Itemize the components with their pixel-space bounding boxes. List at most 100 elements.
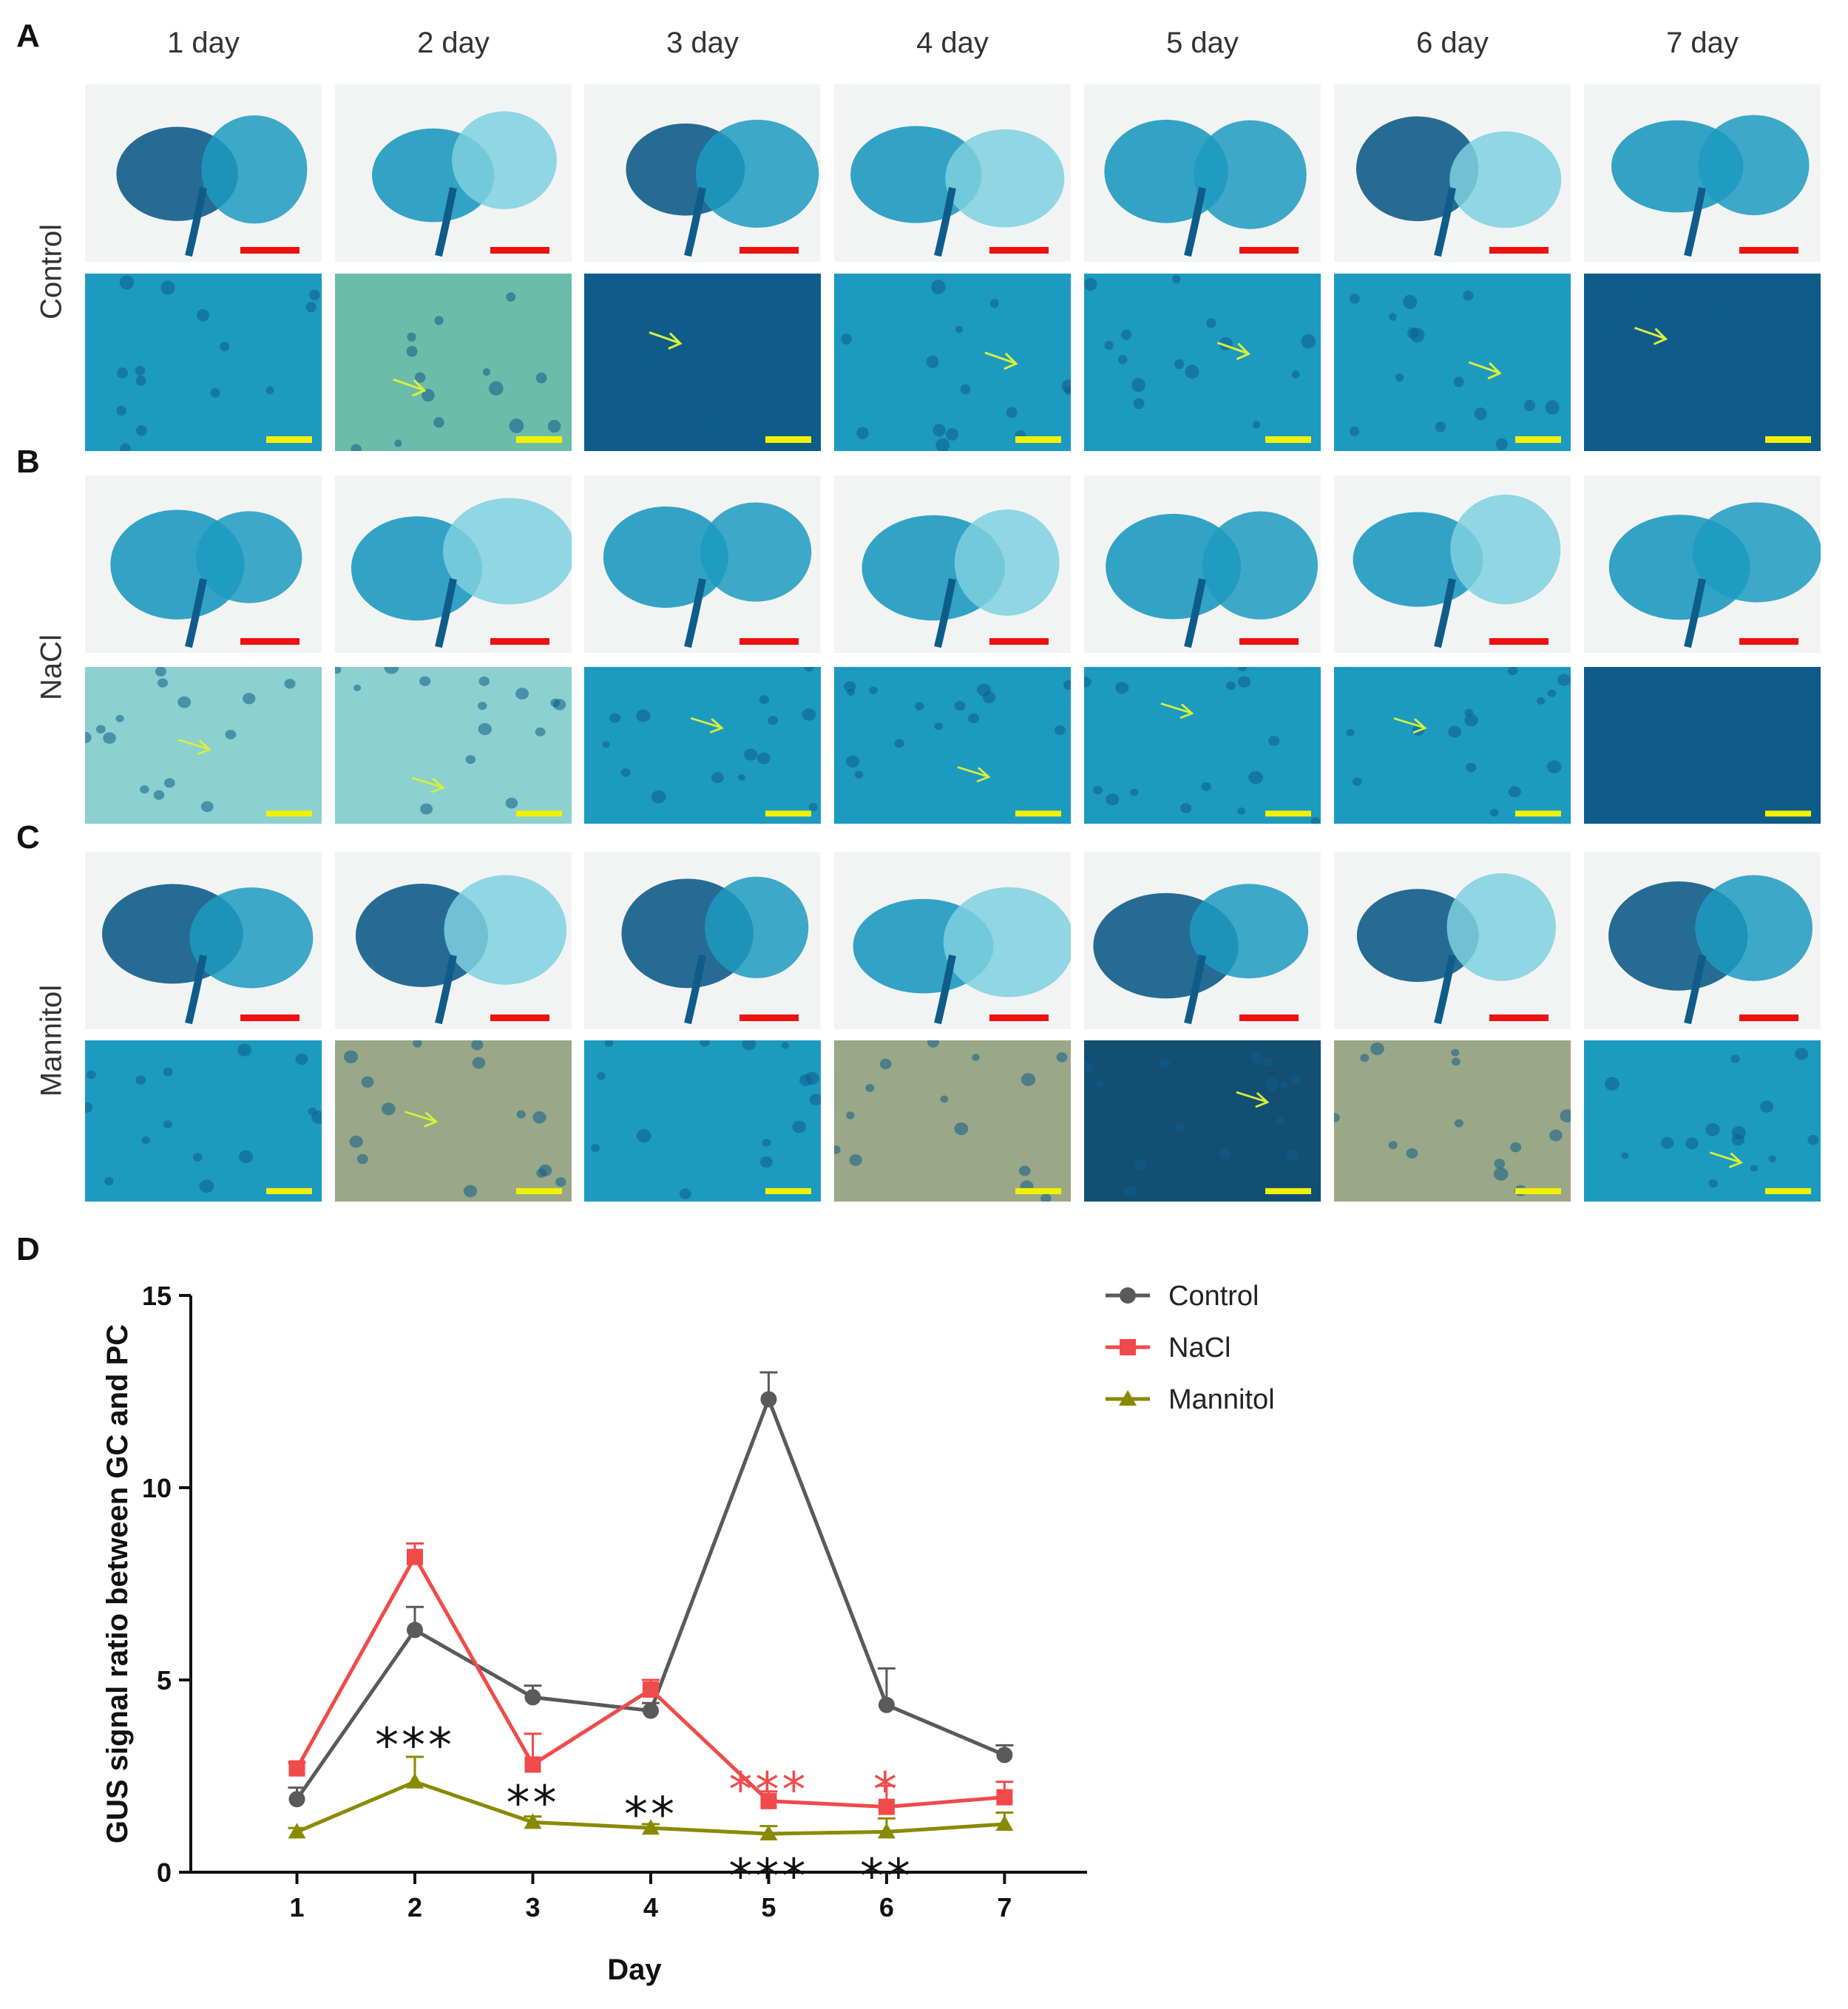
- point-control-6: [878, 1696, 895, 1713]
- significance-annotation-3: **: [624, 1788, 677, 1843]
- day-label-6: 6 day: [1416, 27, 1489, 59]
- day-label-7: 7 day: [1666, 27, 1739, 59]
- closeup-image-nacl-day7: [1584, 667, 1821, 824]
- point-control-7: [996, 1747, 1013, 1764]
- day-label-5: 5 day: [1166, 27, 1239, 59]
- x-tick-label-5: 5: [761, 1892, 776, 1922]
- point-mannitol-1: [288, 1823, 306, 1839]
- closeup-image-control-day6: [1334, 274, 1571, 451]
- seedling-image-mannitol-day3: [584, 852, 821, 1029]
- point-mannitol-2: [406, 1772, 424, 1789]
- panel-letter-c: C: [16, 819, 40, 856]
- x-axis-label: Day: [607, 1954, 662, 1986]
- legend-label-nacl: NaCl: [1168, 1332, 1231, 1363]
- seedling-image-mannitol-day4: [834, 852, 1071, 1029]
- closeup-image-control-day1: [85, 274, 322, 451]
- closeup-image-control-day2: [335, 274, 572, 451]
- closeup-image-mannitol-day5: [1084, 1040, 1321, 1202]
- point-mannitol-5: [759, 1825, 778, 1840]
- point-mannitol-6: [877, 1823, 896, 1839]
- x-tick-label-7: 7: [997, 1892, 1012, 1922]
- seedling-image-nacl-day5: [1084, 475, 1321, 653]
- significance-annotation-2: **: [506, 1777, 559, 1832]
- significance-annotation-4: ***: [728, 1763, 808, 1817]
- legend-label-mannitol: Mannitol: [1168, 1384, 1275, 1415]
- point-control-2: [407, 1622, 423, 1639]
- legend-label-control: Control: [1168, 1281, 1259, 1312]
- day-label-4: 4 day: [916, 27, 989, 59]
- point-nacl-3: [524, 1756, 541, 1773]
- seedling-image-nacl-day1: [85, 475, 322, 653]
- seedling-image-nacl-day3: [584, 475, 821, 653]
- significance-annotation-1: ***: [375, 1719, 455, 1774]
- seedling-image-control-day1: [85, 84, 322, 262]
- closeup-image-mannitol-day1: [85, 1040, 322, 1202]
- seedling-image-mannitol-day6: [1334, 852, 1571, 1029]
- point-control-3: [524, 1689, 541, 1706]
- closeup-image-control-day4: [834, 274, 1071, 451]
- seedling-image-control-day2: [335, 84, 572, 262]
- point-mannitol-3: [524, 1813, 542, 1829]
- x-tick-label-6: 6: [879, 1892, 894, 1922]
- y-tick-label-0: 0: [157, 1857, 172, 1888]
- x-tick-label-4: 4: [643, 1892, 658, 1922]
- panel-letter-b: B: [16, 444, 40, 480]
- seedling-image-control-day5: [1084, 84, 1321, 262]
- y-tick-label-5: 5: [157, 1665, 172, 1695]
- significance-annotation-7: **: [860, 1849, 913, 1904]
- seedling-image-nacl-day7: [1584, 475, 1821, 653]
- x-tick-label-2: 2: [407, 1892, 422, 1922]
- row-label-nacl: NaCl: [35, 634, 68, 700]
- y-tick-label-15: 15: [142, 1281, 172, 1311]
- panel-letter-a: A: [16, 18, 40, 54]
- seedling-image-mannitol-day7: [1584, 852, 1821, 1029]
- row-label-mannitol: Mannitol: [35, 984, 68, 1097]
- point-nacl-4: [642, 1681, 659, 1698]
- closeup-image-nacl-day2: [335, 667, 572, 824]
- legend-marker-mannitol: [1119, 1390, 1137, 1406]
- day-label-3: 3 day: [666, 27, 739, 59]
- seedling-image-nacl-day2: [335, 475, 572, 653]
- y-axis-label: GUS signal ratio between GC and PC: [101, 1324, 134, 1843]
- seedling-image-nacl-day6: [1334, 475, 1571, 653]
- closeup-image-nacl-day4: [834, 667, 1071, 824]
- seedling-image-mannitol-day1: [85, 852, 322, 1029]
- point-mannitol-4: [641, 1819, 660, 1835]
- legend-marker-nacl: [1120, 1339, 1136, 1355]
- seedling-image-control-day6: [1334, 84, 1571, 262]
- seedling-image-mannitol-day2: [335, 852, 572, 1029]
- x-tick-label-1: 1: [290, 1892, 305, 1922]
- point-nacl-2: [407, 1548, 423, 1565]
- significance-annotation-5: *: [873, 1763, 900, 1817]
- point-nacl-5: [760, 1792, 777, 1809]
- y-tick-label-10: 10: [142, 1473, 172, 1503]
- legend-marker-control: [1120, 1287, 1136, 1304]
- closeup-image-nacl-day6: [1334, 667, 1571, 824]
- seedling-image-control-day4: [834, 84, 1071, 262]
- row-label-control: Control: [35, 224, 68, 319]
- closeup-image-nacl-day3: [584, 667, 821, 824]
- closeup-image-nacl-day5: [1084, 667, 1321, 824]
- panel-letter-d: D: [16, 1231, 40, 1267]
- closeup-image-mannitol-day7: [1584, 1040, 1821, 1202]
- x-tick-label-3: 3: [525, 1892, 540, 1922]
- seedling-image-control-day7: [1584, 84, 1821, 262]
- point-nacl-1: [288, 1760, 305, 1777]
- seedling-image-control-day3: [584, 84, 821, 262]
- point-nacl-7: [996, 1789, 1013, 1806]
- seedling-image-mannitol-day5: [1084, 852, 1321, 1029]
- point-control-5: [760, 1391, 777, 1408]
- closeup-image-control-day5: [1084, 274, 1321, 451]
- point-control-1: [288, 1791, 305, 1808]
- closeup-image-mannitol-day6: [1334, 1040, 1571, 1202]
- significance-annotation-6: ***: [728, 1849, 808, 1904]
- day-label-2: 2 day: [417, 27, 490, 59]
- closeup-image-mannitol-day2: [335, 1040, 572, 1202]
- seedling-image-nacl-day4: [834, 475, 1071, 653]
- point-control-4: [642, 1702, 659, 1719]
- day-label-1: 1 day: [167, 27, 240, 59]
- closeup-image-control-day3: [584, 274, 821, 451]
- closeup-image-control-day7: [1584, 274, 1821, 451]
- point-nacl-6: [878, 1798, 895, 1815]
- gus-ratio-chart: 0 5 10 15 1 2 3 4 5 6 7 Day GUS signal ratio between…: [101, 1281, 1275, 1986]
